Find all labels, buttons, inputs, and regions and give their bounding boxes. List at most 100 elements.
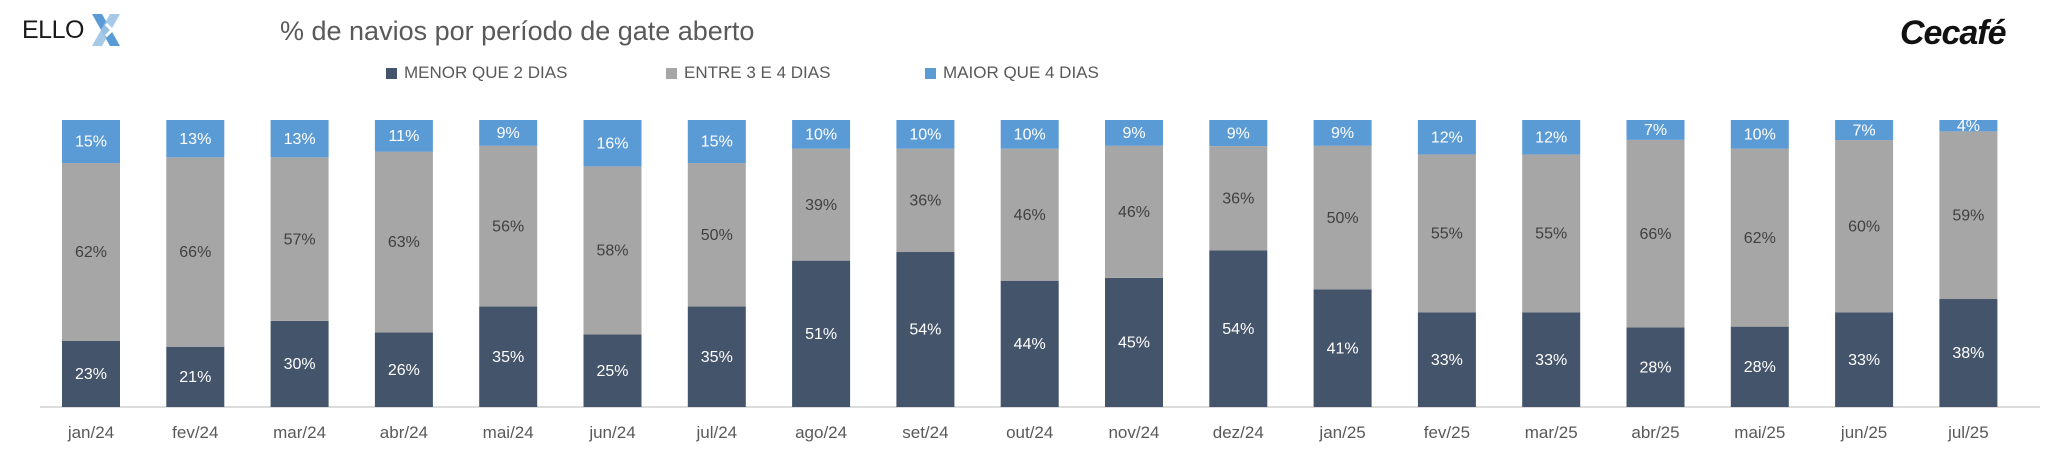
data-label-maior-nov-24: 9%	[1122, 125, 1145, 142]
bar-maior-nov-24	[1105, 120, 1163, 146]
bar-entre-mai-24	[479, 145, 538, 307]
bar-entre-jun-24	[583, 166, 642, 335]
data-label-maior-fev-24: 13%	[179, 131, 211, 148]
legend-swatch-maior	[925, 67, 936, 79]
data-label-menor-abr-25: 28%	[1639, 359, 1671, 376]
data-label-menor-jan-24: 23%	[75, 366, 107, 383]
data-label-maior-abr-24: 11%	[388, 128, 419, 145]
data-label-entre-jun-25: 60%	[1848, 218, 1880, 235]
bar-maior-abr-24	[374, 120, 433, 152]
data-label-entre-jan-25: 50%	[1327, 210, 1359, 227]
bar-menor-nov-24	[1105, 277, 1163, 407]
legend-item-maior: MAIOR QUE 4 DIAS	[925, 63, 1099, 83]
x-tick-label-jan-24: jan/24	[67, 423, 114, 442]
data-label-maior-jul-25: 4%	[1957, 118, 1980, 135]
data-label-maior-set-24: 10%	[909, 127, 941, 144]
data-label-entre-set-24: 36%	[909, 193, 941, 210]
data-label-entre-out-24: 46%	[1014, 207, 1046, 224]
x-tick-label-jun-24: jun/24	[588, 423, 635, 442]
chart-legend: MENOR QUE 2 DIAS ENTRE 3 E 4 DIAS MAIOR …	[0, 63, 2053, 87]
data-label-maior-mar-25: 12%	[1535, 129, 1567, 146]
x-tick-label-jul-24: jul/24	[695, 423, 737, 442]
x-tick-label-jun-25: jun/25	[1840, 423, 1887, 442]
data-label-entre-mar-24: 57%	[284, 231, 316, 248]
data-label-menor-jul-24: 35%	[701, 349, 733, 366]
data-label-entre-fev-25: 55%	[1431, 226, 1463, 243]
bar-maior-ago-24	[792, 120, 851, 149]
data-label-maior-abr-25: 7%	[1644, 122, 1667, 139]
bar-entre-dez-24	[1209, 146, 1268, 251]
data-label-entre-mai-25: 62%	[1744, 230, 1776, 247]
cecafe-logo: Cecafé	[1900, 14, 2007, 52]
bar-entre-nov-24	[1105, 145, 1163, 278]
legend-label-entre: ENTRE 3 E 4 DIAS	[684, 63, 831, 82]
data-label-menor-out-24: 44%	[1014, 336, 1046, 353]
bar-maior-jan-24	[62, 120, 120, 164]
legend-label-menor: MENOR QUE 2 DIAS	[404, 63, 568, 82]
bar-maior-jul-24	[687, 120, 746, 164]
x-tick-label-set-24: set/24	[902, 423, 948, 442]
bar-entre-mar-24	[270, 157, 329, 321]
bar-menor-jan-24	[62, 340, 120, 407]
bar-maior-mar-24	[270, 120, 329, 158]
bar-menor-fev-25	[1417, 312, 1476, 407]
bar-entre-out-24	[1000, 148, 1059, 281]
data-label-menor-mar-24: 30%	[284, 356, 316, 373]
data-label-maior-jun-24: 16%	[596, 135, 628, 152]
bar-maior-dez-24	[1209, 120, 1268, 147]
bar-entre-set-24	[896, 148, 955, 253]
data-label-entre-jun-24: 58%	[596, 243, 628, 260]
data-label-menor-jun-24: 25%	[596, 363, 628, 380]
bar-menor-abr-24	[374, 332, 433, 407]
data-label-menor-ago-24: 51%	[805, 326, 837, 343]
data-label-maior-jun-25: 7%	[1853, 122, 1876, 139]
ello-logo-text: ELLO	[22, 15, 84, 44]
bar-menor-set-24	[896, 252, 955, 407]
x-tick-label-fev-25: fev/25	[1424, 423, 1470, 442]
data-label-menor-mai-24: 35%	[492, 349, 524, 366]
data-label-maior-mai-25: 10%	[1744, 127, 1776, 144]
data-label-entre-jul-24: 50%	[701, 227, 733, 244]
bar-entre-abr-25	[1626, 139, 1685, 328]
bar-maior-jul-25	[1939, 120, 1998, 132]
bar-maior-out-24	[1000, 120, 1059, 149]
bar-menor-out-24	[1000, 280, 1059, 407]
data-label-entre-fev-24: 66%	[179, 244, 211, 261]
bar-menor-jul-24	[687, 306, 746, 407]
x-tick-label-abr-25: abr/25	[1631, 423, 1679, 442]
data-label-maior-dez-24: 9%	[1227, 125, 1250, 142]
data-label-entre-abr-25: 66%	[1639, 226, 1671, 243]
data-label-menor-jun-25: 33%	[1848, 352, 1880, 369]
bar-entre-jul-25	[1939, 131, 1998, 300]
bar-entre-jan-25	[1313, 145, 1372, 290]
x-tick-label-fev-24: fev/24	[172, 423, 218, 442]
data-label-entre-dez-24: 36%	[1222, 190, 1254, 207]
bar-entre-mai-25	[1730, 148, 1789, 327]
data-label-maior-mai-24: 9%	[497, 125, 520, 142]
bar-entre-jul-24	[687, 163, 746, 307]
data-label-maior-out-24: 10%	[1014, 127, 1046, 144]
x-tick-label-ago-24: ago/24	[795, 423, 847, 442]
x-tick-label-dez-24: dez/24	[1213, 423, 1264, 442]
legend-label-maior: MAIOR QUE 4 DIAS	[943, 63, 1099, 82]
bar-menor-jan-25	[1313, 289, 1372, 407]
data-label-maior-fev-25: 12%	[1431, 129, 1463, 146]
data-label-maior-jul-24: 15%	[701, 134, 733, 151]
bar-maior-fev-24	[166, 120, 225, 158]
ello-logo: ELLO	[22, 10, 126, 50]
data-label-maior-jan-25: 9%	[1331, 125, 1354, 142]
bar-menor-dez-24	[1209, 250, 1268, 407]
bar-menor-abr-25	[1626, 327, 1685, 407]
data-label-entre-ago-24: 39%	[805, 197, 837, 214]
bar-entre-mar-25	[1522, 154, 1581, 313]
legend-item-menor: MENOR QUE 2 DIAS	[386, 63, 567, 83]
data-label-menor-jul-25: 38%	[1952, 345, 1984, 362]
bar-entre-fev-25	[1417, 154, 1476, 313]
data-label-entre-nov-24: 46%	[1118, 204, 1150, 221]
data-label-menor-mai-25: 28%	[1744, 359, 1776, 376]
legend-swatch-menor	[386, 67, 397, 79]
bar-menor-mai-25	[1730, 326, 1789, 407]
bar-maior-mar-25	[1522, 120, 1581, 155]
legend-item-entre: ENTRE 3 E 4 DIAS	[666, 63, 830, 83]
